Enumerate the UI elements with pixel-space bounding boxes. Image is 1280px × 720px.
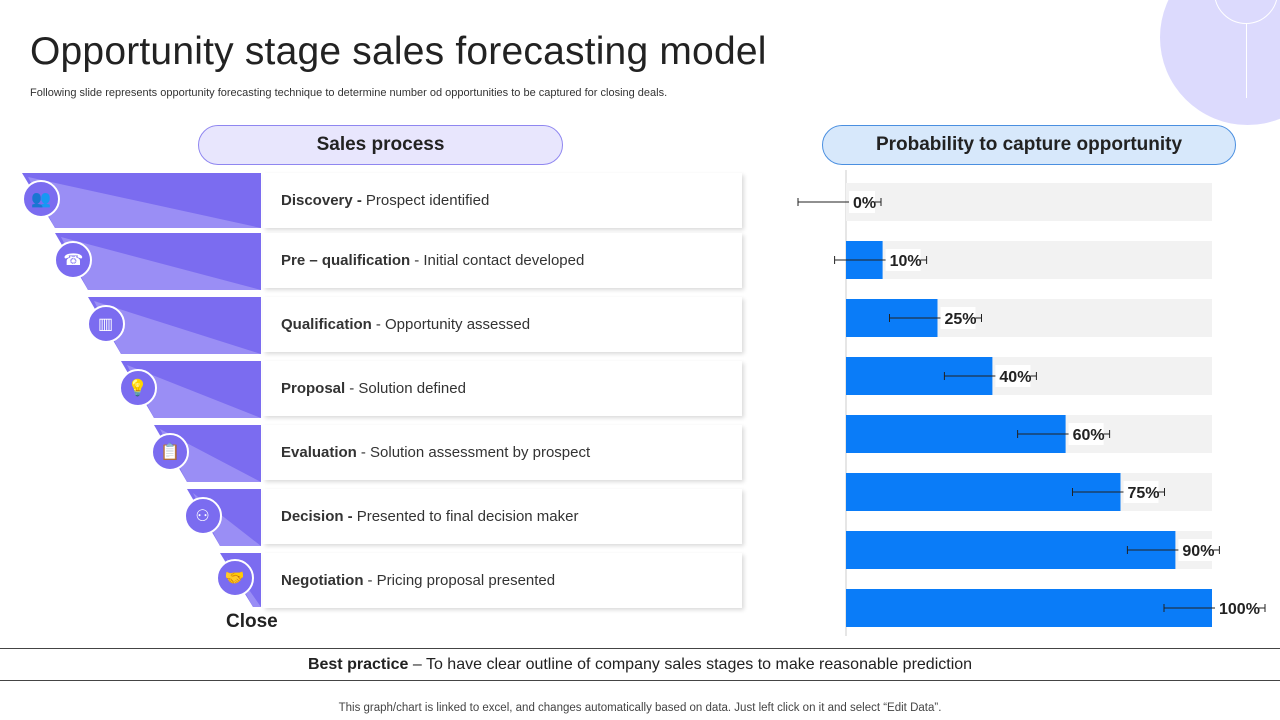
data-label: 0% [853,195,876,212]
label-background [849,191,875,213]
stage-card: Negotiation - Pricing proposal presented [263,553,742,608]
label-background [885,249,921,271]
stage-name: Discovery - [281,192,362,209]
funnel-segment-highlight [94,301,261,354]
clipboard-search-icon: 📋 [151,432,190,471]
funnel-segment-highlight [127,365,261,418]
bar [846,531,1176,569]
idea-presenter-icon: 💡 [118,368,157,407]
stage-description: - Initial contact developed [414,252,585,269]
decorative-line [1246,24,1247,98]
stage-description: Prospect identified [365,192,490,209]
best-practice-text: Best practice – To have clear outline of… [0,656,1280,674]
data-label: 75% [1128,485,1160,502]
probability-header: Probability to capture opportunity [822,125,1236,165]
label-background [1068,423,1104,445]
stage-description: - Opportunity assessed [375,316,531,333]
footer-note: This graph/chart is linked to excel, and… [338,702,942,714]
label-background [1215,597,1259,619]
negotiation-icon: 🤝 [215,559,254,597]
analytics-icon: ▥ [86,304,125,343]
divider-bottom [0,680,1280,681]
stage-card: Pre – qualification - Initial contact dev… [263,233,742,288]
bar-track [846,183,1212,221]
stage-description: - Solution assessment by prospect [360,444,591,461]
divider-top [0,648,1280,649]
bar [846,589,1212,627]
stage-description: - Solution defined [349,380,466,397]
best-practice-label: Best practice [307,656,409,673]
close-label: Close [226,611,278,632]
stage-description: Presented to final decision maker [356,508,579,525]
decision-network-icon: ⚇ [183,496,222,535]
stage-card: Evaluation - Solution assessment by prosp… [263,425,742,480]
sales-process-header: Sales process [198,125,563,165]
data-label: 10% [890,253,922,270]
stage-card: Decision - Presented to final decision ma… [263,489,742,544]
label-background [1123,481,1159,503]
page-subtitle: Following slide represents opportunity f… [30,87,668,99]
label-background [1178,539,1214,561]
stage-name: Decision - [281,508,353,525]
data-label: 25% [945,311,977,328]
page-title: Opportunity stage sales forecasting mode… [30,30,767,73]
stage-name: Evaluation [281,444,357,461]
data-label: 60% [1073,427,1105,444]
probability-chart: 0% 10% 25% 40% 60% 75% 90% 100% [797,170,1266,636]
stage-description: - Pricing proposal presented [367,572,556,589]
stage-name: Proposal [281,380,346,397]
stage-card: Qualification - Opportunity assessed [263,297,742,352]
stage-name: Negotiation [281,572,364,589]
people-search-icon: 👥 [22,179,60,218]
funnel-segment-highlight [28,177,261,228]
data-label: 90% [1182,543,1214,560]
data-label: 100% [1219,601,1260,618]
stage-card: Discovery - Prospect identified [263,173,742,228]
data-label: 40% [999,369,1031,386]
funnel-segment-highlight [61,237,261,290]
label-background [995,365,1031,387]
stage-name: Qualification [281,316,372,333]
label-background [940,307,976,329]
best-practice-body: – To have clear outline of company sales… [408,656,973,673]
stage-card: Proposal - Solution defined [263,361,742,416]
contact-card-icon: ☎ [54,240,93,279]
stage-name: Pre – qualification [281,252,411,269]
